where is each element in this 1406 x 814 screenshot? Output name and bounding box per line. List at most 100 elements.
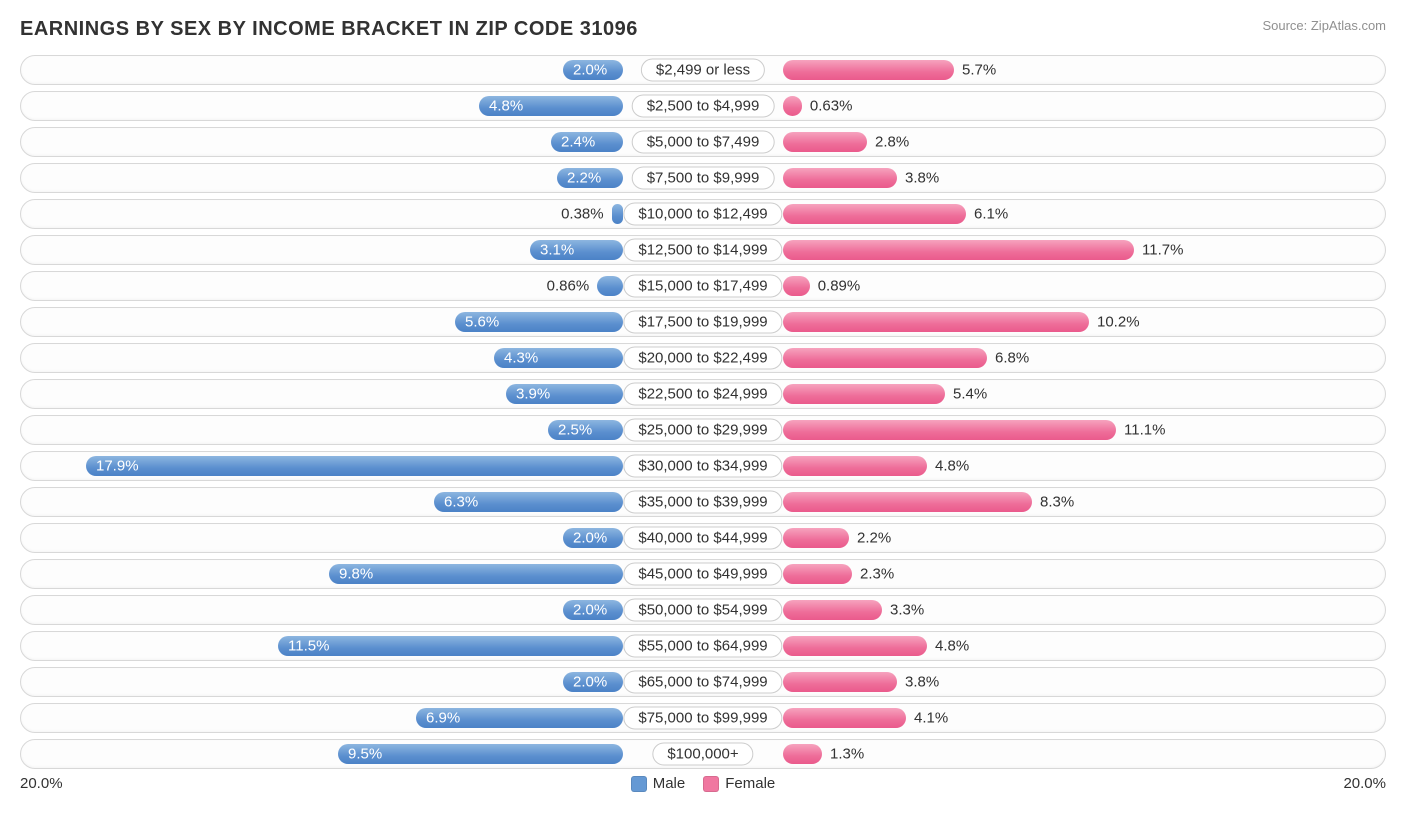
value-label-female: 3.8% [905, 170, 939, 187]
bracket-label: $15,000 to $17,499 [623, 275, 782, 298]
value-label-male: 2.0% [573, 602, 607, 619]
bracket-label: $55,000 to $64,999 [623, 635, 782, 658]
value-label-female: 2.8% [875, 134, 909, 151]
chart-row: 17.9% 4.8% $30,000 to $34,999 [20, 451, 1386, 481]
value-label-female: 6.8% [995, 350, 1029, 367]
legend-item-male: Male [631, 775, 686, 792]
value-label-male: 2.2% [567, 170, 601, 187]
bar-female [783, 348, 987, 368]
chart-row: 0.86% 0.89% $15,000 to $17,499 [20, 271, 1386, 301]
value-label-female: 11.7% [1142, 242, 1183, 259]
bar-female [783, 240, 1134, 260]
bar-female [783, 204, 966, 224]
bracket-label: $2,500 to $4,999 [632, 95, 775, 118]
value-label-male: 17.9% [96, 458, 139, 475]
bracket-label: $5,000 to $7,499 [632, 131, 775, 154]
value-label-female: 4.8% [935, 638, 969, 655]
bracket-label: $25,000 to $29,999 [623, 419, 782, 442]
chart-footer: 20.0% Male Female 20.0% [20, 775, 1386, 792]
bracket-label: $65,000 to $74,999 [623, 671, 782, 694]
chart-row: 3.9%5.4%$22,500 to $24,999 [20, 379, 1386, 409]
value-label-male: 0.38% [561, 206, 604, 223]
value-label-male: 2.0% [573, 674, 607, 691]
bar-male [278, 636, 623, 656]
value-label-male: 9.5% [348, 746, 382, 763]
legend-swatch-male [631, 776, 647, 792]
diverging-bar-chart: 2.0% 5.7% $2,499 or less 4.8% 0.63% $2,500 to… [20, 55, 1386, 769]
value-label-female: 0.89% [818, 278, 861, 295]
bracket-label: $30,000 to $34,999 [623, 455, 782, 478]
bracket-label: $12,500 to $14,999 [623, 239, 782, 262]
value-label-female: 10.2% [1097, 314, 1140, 331]
chart-title: EARNINGS BY SEX BY INCOME BRACKET IN ZIP… [20, 18, 638, 41]
bar-female [783, 600, 882, 620]
value-label-male: 2.5% [558, 422, 592, 439]
value-label-female: 1.3% [830, 746, 864, 763]
chart-row: 4.8%0.63%$2,500 to $4,999 [20, 91, 1386, 121]
value-label-male: 6.3% [444, 494, 478, 511]
chart-row: 2.0% 3.3% $50,000 to $54,999 [20, 595, 1386, 625]
bracket-label: $17,500 to $19,999 [623, 311, 782, 334]
value-label-male: 2.0% [573, 62, 607, 79]
value-label-male: 9.8% [339, 566, 373, 583]
bracket-label: $100,000+ [652, 743, 753, 766]
bar-female [783, 456, 927, 476]
value-label-female: 2.3% [860, 566, 894, 583]
legend-label-male: Male [653, 775, 686, 792]
value-label-female: 5.4% [953, 386, 987, 403]
value-label-female: 3.3% [890, 602, 924, 619]
bar-male [86, 456, 623, 476]
axis-left-label: 20.0% [20, 775, 63, 792]
bracket-label: $50,000 to $54,999 [623, 599, 782, 622]
bracket-label: $7,500 to $9,999 [632, 167, 775, 190]
legend-swatch-female [703, 776, 719, 792]
value-label-female: 8.3% [1040, 494, 1074, 511]
chart-row: 2.5% 11.1% $25,000 to $29,999 [20, 415, 1386, 445]
bracket-label: $10,000 to $12,499 [623, 203, 782, 226]
chart-row: 0.38% 6.1% $10,000 to $12,499 [20, 199, 1386, 229]
bar-female [783, 168, 897, 188]
value-label-female: 6.1% [974, 206, 1008, 223]
chart-row: 6.3% 8.3% $35,000 to $39,999 [20, 487, 1386, 517]
value-label-female: 3.8% [905, 674, 939, 691]
bar-male [597, 276, 623, 296]
bracket-label: $75,000 to $99,999 [623, 707, 782, 730]
bar-female [783, 96, 802, 116]
legend: Male Female [631, 775, 776, 792]
value-label-male: 2.0% [573, 530, 607, 547]
chart-row: 5.6%10.2%$17,500 to $19,999 [20, 307, 1386, 337]
chart-row: 6.9%4.1%$75,000 to $99,999 [20, 703, 1386, 733]
bar-female [783, 528, 849, 548]
bar-female [783, 636, 927, 656]
bar-male [612, 204, 623, 224]
chart-header: EARNINGS BY SEX BY INCOME BRACKET IN ZIP… [20, 18, 1386, 41]
bracket-label: $35,000 to $39,999 [623, 491, 782, 514]
chart-row: 2.0% 5.7% $2,499 or less [20, 55, 1386, 85]
chart-row: 2.0%2.2%$40,000 to $44,999 [20, 523, 1386, 553]
chart-row: 2.2% 3.8% $7,500 to $9,999 [20, 163, 1386, 193]
bracket-label: $45,000 to $49,999 [623, 563, 782, 586]
value-label-female: 11.1% [1124, 422, 1165, 439]
bar-female [783, 672, 897, 692]
bracket-label: $2,499 or less [641, 59, 765, 82]
value-label-female: 4.8% [935, 458, 969, 475]
bar-female [783, 744, 822, 764]
bar-female [783, 564, 852, 584]
chart-row: 9.8% 2.3% $45,000 to $49,999 [20, 559, 1386, 589]
value-label-male: 0.86% [547, 278, 590, 295]
value-label-female: 2.2% [857, 530, 891, 547]
chart-row: 11.5%4.8%$55,000 to $64,999 [20, 631, 1386, 661]
value-label-female: 5.7% [962, 62, 996, 79]
axis-right-label: 20.0% [1343, 775, 1386, 792]
bar-female [783, 492, 1032, 512]
bar-female [783, 132, 867, 152]
value-label-male: 4.3% [504, 350, 538, 367]
value-label-male: 6.9% [426, 710, 460, 727]
value-label-male: 2.4% [561, 134, 595, 151]
legend-item-female: Female [703, 775, 775, 792]
bracket-label: $22,500 to $24,999 [623, 383, 782, 406]
bar-female [783, 312, 1089, 332]
legend-label-female: Female [725, 775, 775, 792]
chart-row: 4.3%6.8%$20,000 to $22,499 [20, 343, 1386, 373]
value-label-female: 0.63% [810, 98, 853, 115]
